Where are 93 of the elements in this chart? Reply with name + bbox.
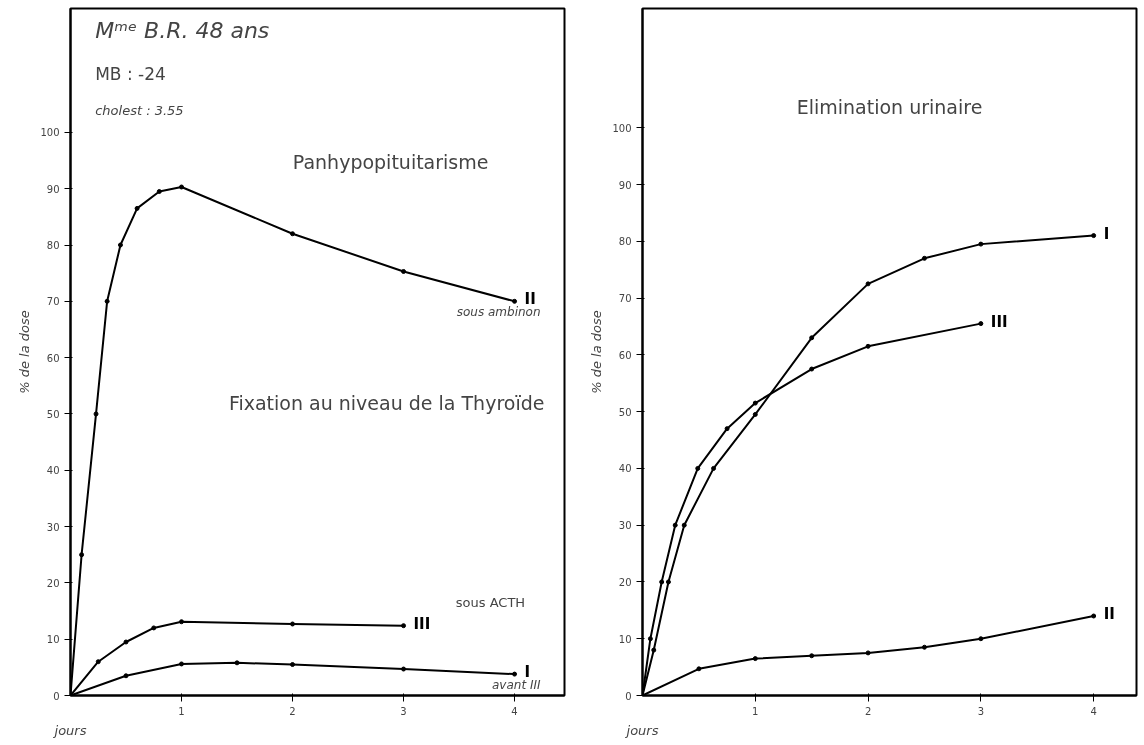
x-tick-label: 3 xyxy=(977,705,985,717)
annotation: MB : -24 xyxy=(95,64,166,85)
point xyxy=(659,579,665,585)
x-tick-label: 1 xyxy=(752,705,759,717)
point xyxy=(752,411,758,417)
y-tick-label: 80 xyxy=(618,236,632,248)
point xyxy=(696,666,702,672)
point xyxy=(401,666,407,672)
point xyxy=(290,662,296,668)
y-tick-label: 100 xyxy=(40,127,60,139)
y-tick-label: 90 xyxy=(46,183,60,195)
point xyxy=(809,366,815,372)
series-label: I xyxy=(1103,224,1110,243)
point xyxy=(647,636,653,642)
y-axis-title: % de la dose xyxy=(589,310,605,394)
x-axis-title: jours xyxy=(624,722,659,738)
point xyxy=(651,647,657,653)
text: Fixation au niveau de la Thyroïde xyxy=(228,391,545,414)
point xyxy=(752,656,758,662)
point xyxy=(665,579,671,585)
point xyxy=(151,625,157,631)
y-tick-label: 20 xyxy=(618,576,632,588)
point xyxy=(1091,613,1097,619)
y-tick-label: 90 xyxy=(618,179,632,191)
point xyxy=(512,671,518,677)
point xyxy=(401,623,407,629)
x-tick-label: 1 xyxy=(178,705,185,717)
point xyxy=(921,644,927,650)
series-label: II xyxy=(1103,605,1115,624)
y-axis-title: % de la dose xyxy=(17,310,33,394)
series-label: III xyxy=(990,312,1008,331)
y-tick-label: 0 xyxy=(53,690,60,702)
y-tick-label: 30 xyxy=(618,520,632,532)
point xyxy=(290,621,296,627)
y-tick-label: 50 xyxy=(46,408,60,420)
point xyxy=(117,242,123,248)
annotation: Panhypopituitarisme xyxy=(292,151,489,174)
y-tick-label: 0 xyxy=(625,690,632,702)
point xyxy=(695,465,701,471)
point xyxy=(921,255,927,261)
point xyxy=(978,636,984,642)
point xyxy=(179,619,185,625)
annotation: Mᵐᵉ B.R. 48 ans xyxy=(95,17,270,43)
y-tick-label: 100 xyxy=(612,122,632,134)
point xyxy=(681,522,687,528)
x-tick-label: 2 xyxy=(864,705,872,717)
y-tick-label: 30 xyxy=(46,521,60,533)
y-tick-label: 70 xyxy=(618,293,632,305)
y-tick-label: 50 xyxy=(618,406,632,418)
x-tick-label: 3 xyxy=(400,705,407,717)
point xyxy=(123,673,129,679)
y-tick-label: 80 xyxy=(46,240,60,252)
y-tick-label: 60 xyxy=(618,349,632,361)
point xyxy=(156,189,162,195)
point xyxy=(290,231,296,237)
point xyxy=(809,335,815,341)
point xyxy=(865,281,871,287)
point xyxy=(79,552,85,558)
point xyxy=(179,661,185,667)
y-tick-label: 40 xyxy=(46,465,60,477)
x-tick-label: 4 xyxy=(511,705,518,717)
y-tick-label: 70 xyxy=(46,296,60,308)
point xyxy=(978,321,984,327)
point xyxy=(809,653,815,659)
point xyxy=(401,268,407,274)
point xyxy=(95,659,101,665)
annotation: cholest : 3.55 xyxy=(95,103,184,119)
y-tick-label: 10 xyxy=(618,633,632,645)
y-tick-label: 40 xyxy=(618,463,632,475)
point xyxy=(711,465,717,471)
y-tick-label: 10 xyxy=(46,634,60,646)
y-tick-label: 20 xyxy=(46,577,60,589)
x-tick-label: 4 xyxy=(1090,705,1097,717)
x-axis-title: jours xyxy=(52,722,87,738)
point xyxy=(752,400,758,406)
point xyxy=(104,298,110,304)
text: Elimination urinaire xyxy=(796,96,983,119)
point xyxy=(1091,233,1097,239)
point xyxy=(724,426,730,432)
y-tick-label: 60 xyxy=(46,352,60,364)
point xyxy=(865,343,871,349)
x-tick-label: 2 xyxy=(289,705,296,717)
series-label: III xyxy=(413,614,431,633)
point xyxy=(865,650,871,656)
point xyxy=(978,241,984,247)
point xyxy=(134,205,140,211)
point xyxy=(672,522,678,528)
point xyxy=(234,660,240,666)
point xyxy=(512,298,518,304)
point xyxy=(179,184,185,190)
point xyxy=(123,639,129,645)
annotation: sous ACTH xyxy=(455,594,526,610)
point xyxy=(93,411,99,417)
